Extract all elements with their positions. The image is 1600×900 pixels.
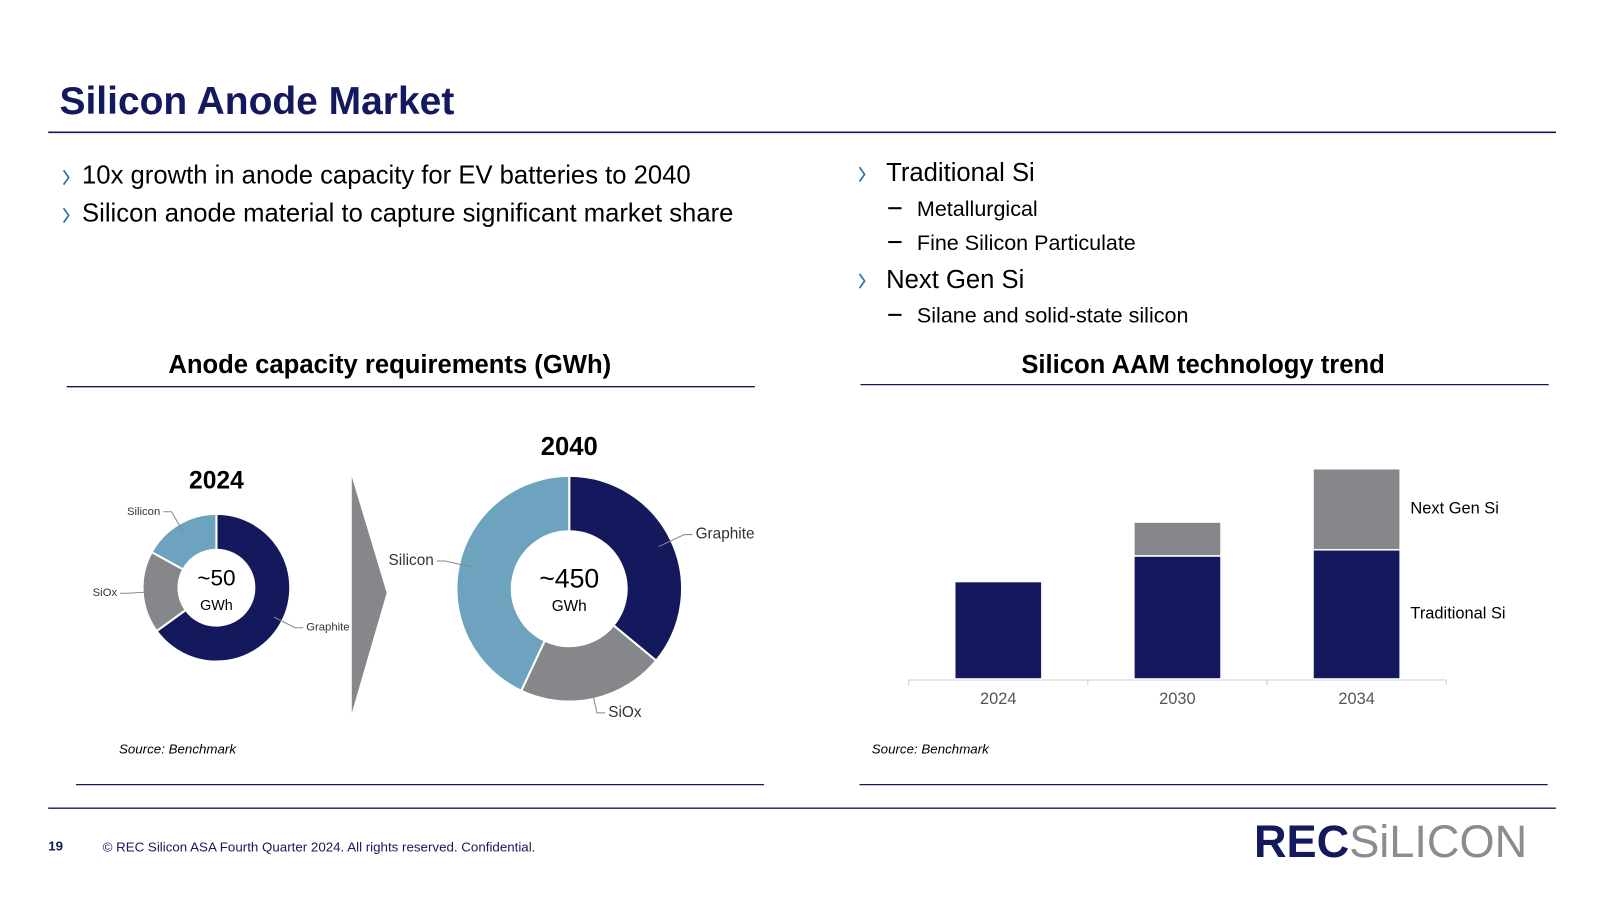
bullet-text: Silicon anode material to capture signif…: [82, 198, 734, 228]
donut-segment: [155, 512, 292, 663]
bar-segment: [1312, 467, 1401, 551]
center-label: ~50: [197, 565, 235, 590]
bullet-text: 10x growth in anode capacity for EV batt…: [82, 161, 691, 190]
logo-part: SiLICON: [1349, 816, 1527, 867]
left-bullets: 10x growth in anode capacity for EV batt…: [82, 161, 734, 228]
bar-segment: [1133, 555, 1222, 680]
slice-label: Graphite: [696, 526, 755, 543]
leader-line: [120, 591, 152, 594]
x-tick-label: 2030: [1159, 690, 1196, 708]
growth-arrow: [351, 476, 387, 713]
slice-label: SiOx: [608, 704, 642, 721]
sub-bullet-text: Fine Silicon Particulate: [917, 231, 1136, 255]
center-label: ~450: [539, 564, 599, 594]
sub-bullet-text: Silane and solid-state silicon: [917, 304, 1188, 328]
slice-label: SiOx: [93, 587, 118, 599]
bullet-marker: [858, 166, 866, 183]
center-unit: GWh: [200, 598, 233, 614]
leader-line: [658, 534, 693, 548]
bar-segment: [953, 580, 1043, 680]
logo: RECSiLICON: [1254, 816, 1527, 867]
bullet-marker: [62, 207, 70, 224]
leader-line: [436, 560, 474, 568]
donut-segment: [568, 474, 684, 663]
leader-line: [273, 616, 304, 629]
footer-text: © REC Silicon ASA Fourth Quarter 2024. A…: [103, 840, 536, 855]
x-tick-label: 2024: [980, 690, 1017, 708]
donut-segment: [455, 474, 571, 693]
donut-title: 2024: [189, 468, 244, 495]
donut-title: 2040: [541, 433, 598, 461]
center-unit: GWh: [552, 598, 587, 615]
slide-title: Silicon Anode Market: [59, 80, 454, 123]
series-label: Traditional Si: [1410, 605, 1505, 623]
donut-segment: [519, 623, 658, 703]
bullet-text: Traditional Si: [886, 159, 1035, 187]
bullet-text: Next Gen Si: [886, 266, 1024, 294]
leader-line: [163, 511, 184, 533]
x-tick-label: 2034: [1338, 690, 1375, 708]
bar-segment: [1312, 548, 1401, 680]
panel-title: Anode capacity requirements (GWh): [168, 351, 611, 379]
bullet-marker: [62, 169, 70, 186]
logo-part: REC: [1254, 816, 1349, 867]
sub-bullet-text: Metallurgical: [917, 197, 1038, 221]
source-note: Source: Benchmark: [119, 741, 237, 756]
slice-label: Silicon: [127, 506, 160, 518]
bullet-marker: [858, 273, 866, 289]
bar-segment: [1133, 521, 1222, 557]
donut-segment: [150, 512, 218, 571]
page-number: 19: [48, 839, 63, 854]
slice-label: Silicon: [389, 552, 434, 569]
slice-label: Graphite: [306, 622, 349, 634]
leader-line: [590, 684, 606, 714]
source-note: Source: Benchmark: [872, 741, 990, 756]
series-label: Next Gen Si: [1410, 500, 1498, 518]
panel-title: Silicon AAM technology trend: [1021, 351, 1385, 379]
